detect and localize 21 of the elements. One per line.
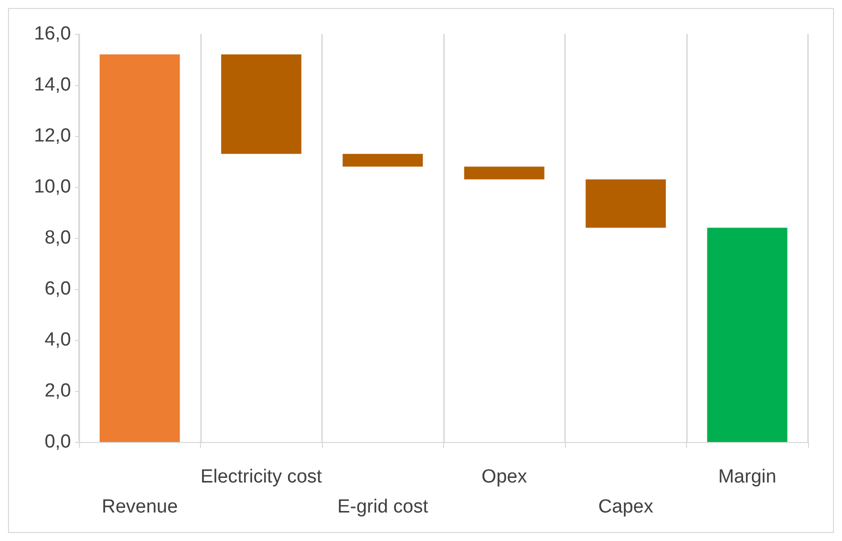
y-tick-label: 8,0 — [44, 228, 71, 248]
x-tick-label: Opex — [482, 466, 528, 488]
bar — [586, 179, 666, 228]
y-tick-label: 4,0 — [44, 330, 71, 350]
y-tick-label: 16,0 — [34, 24, 71, 44]
y-tick-label: 2,0 — [44, 380, 71, 402]
x-tick-label: Margin — [718, 466, 776, 488]
x-tick-label: E-grid cost — [337, 496, 429, 518]
y-tick-label: 6,0 — [44, 278, 71, 300]
y-tick-label: 0,0 — [44, 432, 71, 452]
y-tick-label: 12,0 — [34, 126, 71, 146]
bar — [342, 154, 423, 167]
x-tick-label: Revenue — [102, 496, 178, 518]
x-tick-label: Capex — [598, 496, 654, 518]
y-tick-label: 10,0 — [34, 176, 71, 198]
bar — [221, 54, 302, 154]
x-tick-label: Electricity cost — [200, 466, 323, 488]
bar — [464, 166, 544, 180]
bar — [707, 228, 788, 442]
y-tick-label: 14,0 — [34, 74, 71, 96]
bar — [100, 54, 180, 442]
